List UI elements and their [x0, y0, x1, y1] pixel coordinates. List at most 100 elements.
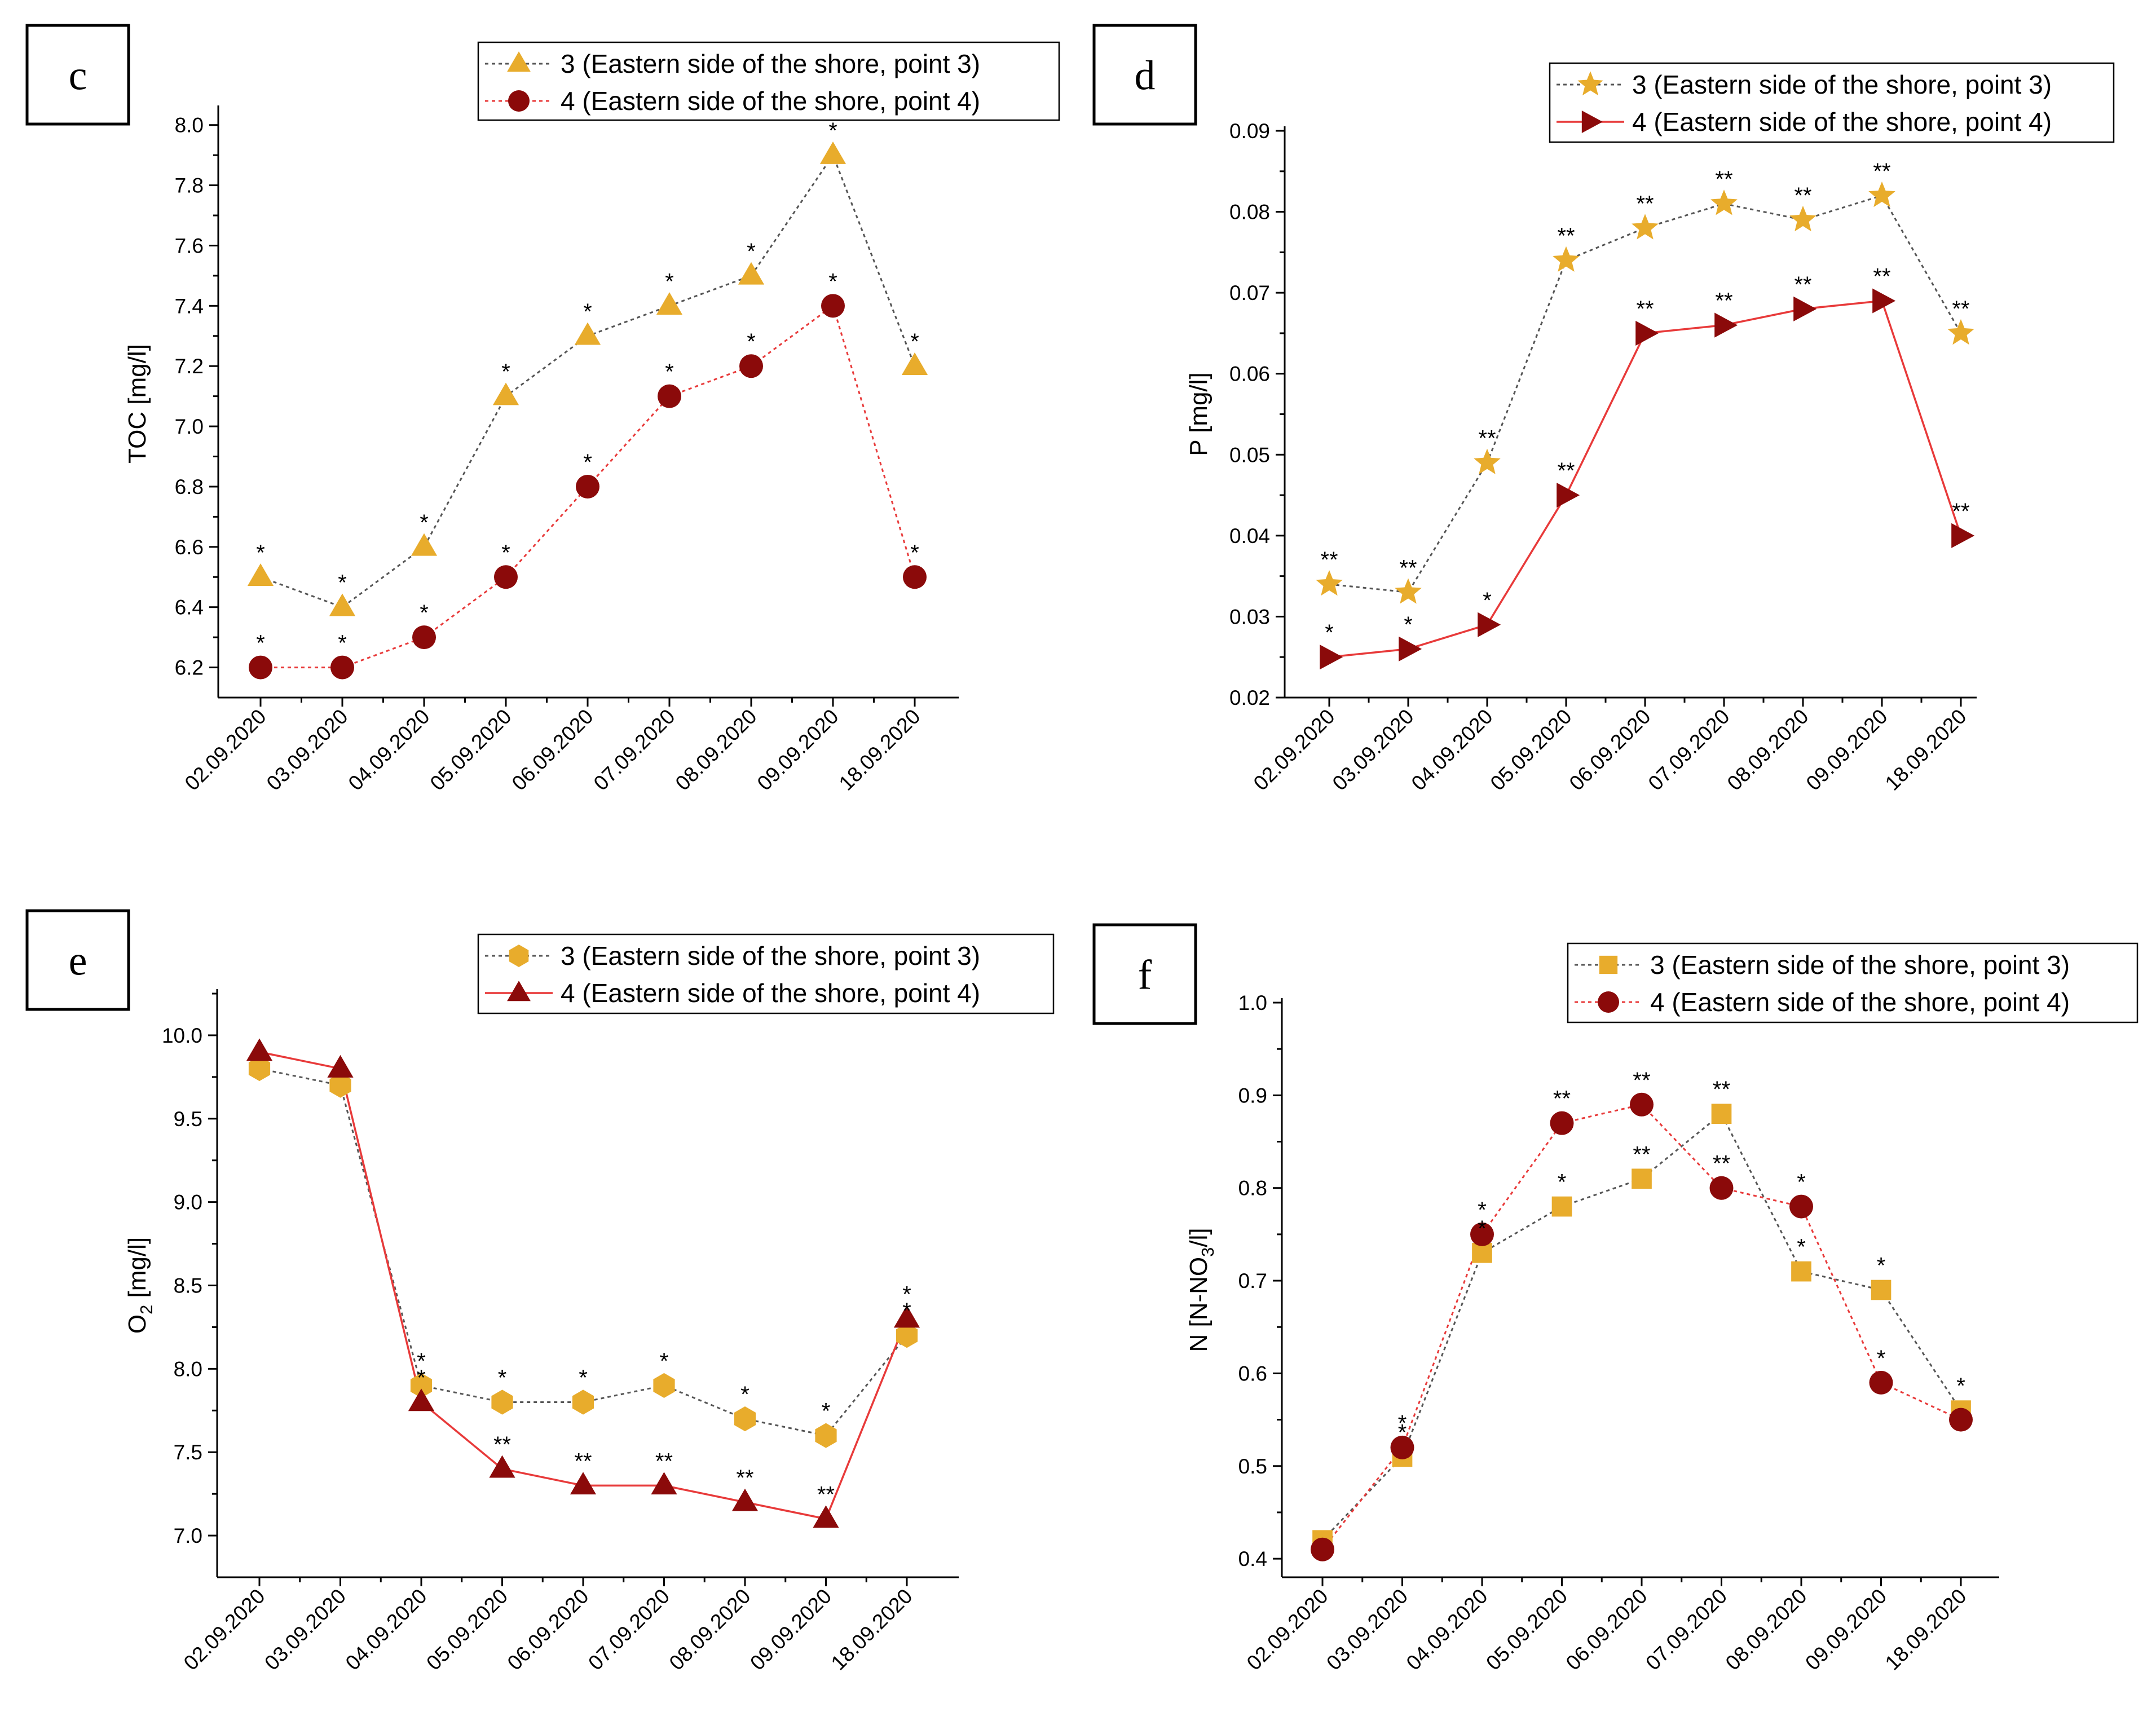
y-tick-label: 0.04	[1229, 524, 1270, 548]
series-2-point	[1951, 523, 1975, 548]
series-1-point	[1947, 319, 1974, 345]
series-2-significance-label: *	[1398, 1411, 1407, 1436]
series-1-point	[656, 292, 683, 315]
series-1-point	[1553, 246, 1580, 272]
x-tick-label: 03.09.2020	[262, 705, 352, 795]
series-2-significance-label: **	[1713, 1152, 1730, 1176]
series-2-point	[739, 354, 763, 378]
series-2-significance-label: **	[1557, 458, 1575, 483]
series-1-point	[1316, 570, 1343, 596]
series-1-significance-label: *	[1797, 1235, 1806, 1260]
legend-marker	[507, 981, 531, 1002]
series-2-point	[412, 625, 436, 650]
x-tick-label: 05.09.2020	[1486, 705, 1576, 795]
x-tick-label: 02.09.2020	[179, 1585, 270, 1675]
series-1-significance-label: *	[583, 299, 592, 324]
legend-marker	[509, 945, 529, 967]
series-2-significance-label: **	[1633, 1068, 1650, 1093]
y-tick-label: 0.6	[1238, 1362, 1267, 1385]
series-1-significance-label: *	[498, 1366, 507, 1391]
x-tick-label: 07.09.2020	[1641, 1585, 1731, 1675]
series-2-significance-label: *	[420, 601, 429, 625]
y-tick-label: 0.07	[1229, 281, 1270, 305]
series-1-significance-label: *	[1877, 1254, 1886, 1278]
y-tick-label: 1.0	[1238, 991, 1267, 1014]
series-2-significance-label: **	[655, 1449, 673, 1473]
series-1-point	[734, 1406, 756, 1432]
series-2-point	[1390, 1435, 1414, 1459]
legend-frame	[1549, 62, 2115, 143]
series-1-significance-label: *	[902, 1299, 911, 1323]
y-tick-label: 7.8	[175, 174, 204, 197]
panel-letter-box	[25, 909, 130, 1011]
panel-letter: c	[69, 53, 87, 99]
panel-letter-box	[25, 24, 130, 126]
series-2-point	[1872, 288, 1896, 314]
series-1-significance-label: *	[501, 360, 510, 385]
legend-entry-label: 4 (Eastern side of the shore, point 4)	[561, 978, 980, 1008]
series-1-significance-label: *	[1398, 1420, 1407, 1445]
y-tick-label: 9.5	[174, 1108, 202, 1131]
series-2-point	[1557, 483, 1580, 508]
series-1-significance-label: **	[1713, 1077, 1730, 1102]
y-tick-label: 0.7	[1238, 1269, 1267, 1292]
panel-letter-box	[1092, 923, 1197, 1025]
y-tick-label: 7.0	[174, 1524, 202, 1547]
series-1-significance-label: **	[1636, 191, 1654, 216]
series-1-point	[653, 1373, 675, 1398]
x-tick-label: 08.09.2020	[671, 705, 761, 795]
y-tick-label: 8.0	[175, 114, 204, 137]
series-2-significance-label: *	[338, 631, 347, 656]
chart-panel-e: 7.0 7.5 8.0 8.5 9.0 9.5 10.0 02.09.202003.09.20…	[25, 909, 1055, 1675]
series-2-significance-label: *	[1404, 612, 1413, 637]
series-1-point	[1632, 214, 1659, 240]
y-axis-label: O2 [mg/l]	[124, 1237, 156, 1334]
series-2-point	[1709, 1176, 1734, 1200]
series-2-significance-label: **	[1952, 499, 1969, 524]
series-2-significance-label: *	[910, 540, 919, 565]
legend: 3 (Eastern side of the shore, point 3) 4 …	[477, 933, 1055, 1014]
y-tick-label: 6.8	[175, 475, 204, 498]
y-tick-label: 8.5	[174, 1274, 202, 1298]
panel-letter: e	[69, 938, 87, 985]
x-tick-label: 04.09.2020	[341, 1585, 431, 1675]
series-2-point	[1470, 1222, 1494, 1246]
series-2-point	[1478, 612, 1501, 637]
series-2-significance-label: *	[747, 329, 756, 354]
panel-letter: d	[1135, 53, 1156, 99]
x-tick-label: 06.09.2020	[508, 705, 598, 795]
y-tick-label: 0.9	[1238, 1084, 1267, 1107]
series-2-point	[570, 1472, 597, 1495]
legend-entry-label: 4 (Eastern side of the shore, point 4)	[561, 86, 980, 116]
y-axis-label-main: O	[124, 1314, 151, 1334]
y-tick-label: 7.4	[175, 294, 204, 317]
legend-entry-label: 4 (Eastern side of the shore, point 4)	[1632, 107, 2052, 136]
legend: 3 (Eastern side of the shore, point 3) 4 …	[1567, 942, 2139, 1023]
x-tick-label: 08.09.2020	[1721, 1585, 1811, 1675]
series-2-point	[658, 384, 681, 408]
y-tick-label: 0.4	[1238, 1547, 1267, 1570]
panel-letter-box	[1092, 24, 1197, 126]
x-tick-label: 05.09.2020	[1482, 1585, 1572, 1675]
series-2-point	[731, 1488, 759, 1511]
y-tick-label: 10.0	[162, 1024, 202, 1047]
y-tick-label: 0.05	[1229, 443, 1270, 466]
x-tick-label: 18.09.2020	[835, 705, 925, 795]
series-2-point	[1869, 1370, 1893, 1395]
series-2-significance-label: **	[1873, 264, 1890, 289]
legend-frame	[1567, 942, 2139, 1023]
series-2-significance-label: **	[1636, 297, 1654, 321]
panel-letter: f	[1138, 952, 1152, 999]
series-2-significance-label: **	[817, 1483, 835, 1507]
series-2-significance-label: *	[1877, 1346, 1886, 1371]
x-tick-label: 09.09.2020	[1802, 705, 1892, 795]
x-tick-label: 07.09.2020	[584, 1585, 674, 1675]
series-2-significance-label: **	[574, 1449, 592, 1473]
y-axis-label-rest: /l]	[1185, 1228, 1213, 1247]
x-tick-label: 07.09.2020	[1644, 705, 1734, 795]
series-1-significance-label: *	[660, 1349, 669, 1374]
series-2-point	[821, 294, 845, 318]
x-tick-label: 18.09.2020	[1881, 1585, 1971, 1675]
series-1-point	[410, 1373, 433, 1398]
y-tick-label: 0.06	[1229, 363, 1270, 386]
